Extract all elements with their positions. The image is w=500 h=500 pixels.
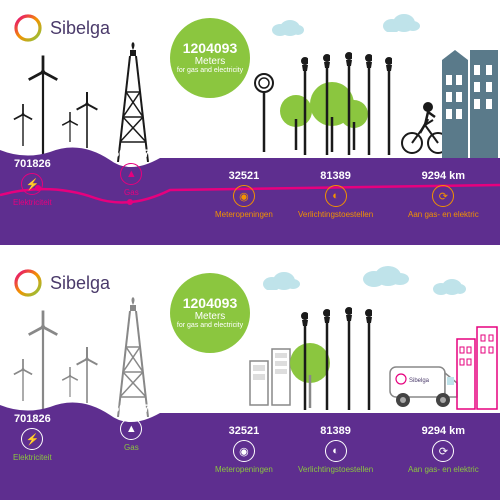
stat-value: 502267: [113, 403, 150, 415]
infographic-panel-2: Sibelga 1204093 Meters for gas and elect…: [0, 255, 500, 500]
network-icon: ⟳: [432, 185, 454, 207]
band-stat: 701826 ⚡ Elektriciteit: [13, 413, 52, 462]
stat-label: Meteropeningen: [215, 210, 273, 219]
lamp-icon: ◐: [325, 185, 347, 207]
stat-label: Gas: [113, 188, 150, 197]
band-stat: 9294 km ⟳ Aan gas- en elektric: [408, 170, 479, 219]
band-stat: 701826 ⚡ Elektriciteit: [13, 158, 52, 207]
stat-label: Meteropeningen: [215, 465, 273, 474]
band-stat: 81389 ◐ Verlichtingstoestellen: [298, 425, 373, 474]
electricity-icon: ⚡: [21, 428, 43, 450]
stat-value: 502267: [113, 148, 150, 160]
band-stat: 32521 ◉ Meteropeningen: [215, 170, 273, 219]
band-stat: 502267 ▲ Gas: [113, 403, 150, 452]
meter-icon: ◉: [233, 440, 255, 462]
stat-value: 81389: [298, 425, 373, 437]
electricity-icon: ⚡: [21, 173, 43, 195]
meter-icon: ◉: [233, 185, 255, 207]
gas-icon: ▲: [120, 418, 142, 440]
stat-label: Verlichtingstoestellen: [298, 465, 373, 474]
stat-value: 701826: [13, 158, 52, 170]
stat-value: 9294 km: [408, 170, 479, 182]
infographic-panel-1: Sibelga 1204093 Meters for gas and elect…: [0, 0, 500, 245]
stat-label: Aan gas- en elektric: [408, 465, 479, 474]
stat-label: Verlichtingstoestellen: [298, 210, 373, 219]
stat-label: Elektriciteit: [13, 453, 52, 462]
stat-value: 9294 km: [408, 425, 479, 437]
stat-label: Elektriciteit: [13, 198, 52, 207]
lamp-icon: ◐: [325, 440, 347, 462]
stat-value: 81389: [298, 170, 373, 182]
band-stat: 9294 km ⟳ Aan gas- en elektric: [408, 425, 479, 474]
stat-label: Gas: [113, 443, 150, 452]
network-icon: ⟳: [432, 440, 454, 462]
stat-value: 32521: [215, 425, 273, 437]
stat-value: 32521: [215, 170, 273, 182]
gas-icon: ▲: [120, 163, 142, 185]
stat-value: 701826: [13, 413, 52, 425]
band-stat: 32521 ◉ Meteropeningen: [215, 425, 273, 474]
stat-label: Aan gas- en elektric: [408, 210, 479, 219]
band-stat: 81389 ◐ Verlichtingstoestellen: [298, 170, 373, 219]
band-stat: 502267 ▲ Gas: [113, 148, 150, 197]
